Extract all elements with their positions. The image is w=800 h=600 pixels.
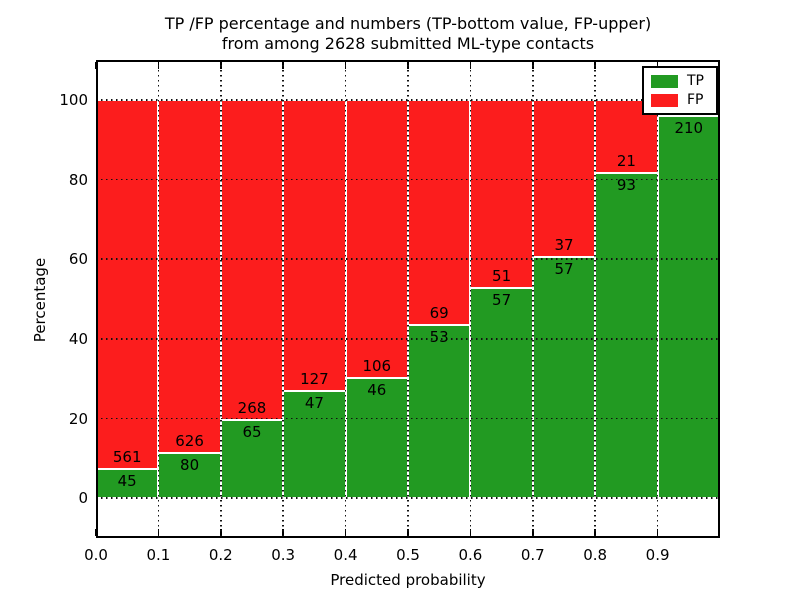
fp-bar-segment <box>532 99 596 257</box>
tp-bar-segment <box>408 325 471 499</box>
x-tick-label: 0.4 <box>333 546 358 564</box>
chart-title-line2: from among 2628 submitted ML-type contac… <box>221 34 595 53</box>
legend: TP FP <box>642 66 718 115</box>
tp-bar-segment <box>345 377 408 499</box>
tp-count-label: 210 <box>674 119 704 138</box>
fp-bar-segment <box>220 99 284 421</box>
vertical-gridline <box>282 60 284 538</box>
tp-count-label: 57 <box>554 259 574 278</box>
fp-count-label: 21 <box>616 152 636 171</box>
vertical-gridline <box>407 60 409 538</box>
fp-count-label: 37 <box>554 235 574 254</box>
tp-count-label: 45 <box>117 471 137 490</box>
fp-bar-segment <box>96 99 159 469</box>
y-tick-label: 40 <box>68 329 88 348</box>
tp-bar-segment <box>595 173 658 499</box>
tp-count-label: 53 <box>429 328 449 347</box>
fp-count-label: 127 <box>300 369 329 388</box>
y-tick-label: 100 <box>59 90 88 109</box>
y-tick-label: 20 <box>68 409 88 428</box>
y-tick-label: 80 <box>68 170 88 189</box>
tp-count-label: 57 <box>492 290 512 309</box>
tp-bar-segment <box>220 420 284 499</box>
fp-count-label: 626 <box>175 432 204 451</box>
vertical-gridline <box>656 60 659 538</box>
x-axis-label: Predicted probability <box>330 571 486 589</box>
x-tick-label: 0.9 <box>645 546 670 564</box>
x-tick-label: 0.3 <box>271 546 296 564</box>
fp-bar-segment <box>158 99 221 454</box>
tp-bar-segment <box>657 116 720 499</box>
fp-bar-segment <box>345 99 408 378</box>
chart-title-line1: TP /FP percentage and numbers (TP-bottom… <box>164 14 652 33</box>
tp-count-label: 93 <box>616 176 636 195</box>
y-tick-label: 0 <box>78 489 88 508</box>
x-tick-label: 0.6 <box>458 546 483 564</box>
x-tick-label: 0.7 <box>520 546 545 564</box>
fp-count-label: 51 <box>492 266 512 285</box>
fp-bar-segment <box>470 99 533 288</box>
legend-label-fp: FP <box>687 92 704 108</box>
fp-count-label: 69 <box>429 304 449 323</box>
vertical-gridline <box>594 60 596 538</box>
x-tick-label: 0.8 <box>583 546 608 564</box>
fp-count-label: 561 <box>112 447 142 466</box>
y-tick-label: 60 <box>68 250 88 269</box>
x-tick-mark-bottom <box>95 529 97 536</box>
fp-count-label: 106 <box>362 356 392 375</box>
x-tick-label: 0.0 <box>84 546 108 564</box>
vertical-gridline <box>220 60 222 538</box>
tp-count-label: 80 <box>180 456 200 475</box>
tp-bar-segment <box>470 287 533 499</box>
tp-bar-segment <box>532 256 596 499</box>
tp-count-label: 46 <box>367 380 387 399</box>
fp-bar-segment <box>408 99 471 326</box>
vertical-gridline <box>157 60 160 538</box>
tp-count-label: 47 <box>304 393 324 412</box>
legend-label-tp: TP <box>687 73 704 89</box>
legend-item-tp: TP <box>651 74 709 88</box>
x-tick-label: 0.1 <box>146 546 171 564</box>
legend-swatch-tp <box>651 74 678 88</box>
vertical-gridline <box>532 60 534 538</box>
vertical-gridline <box>469 60 472 538</box>
x-tick-label: 0.2 <box>208 546 233 564</box>
tp-bar-segment <box>96 468 159 499</box>
x-tick-label: 0.5 <box>396 546 420 564</box>
legend-swatch-fp <box>651 93 678 107</box>
tp-count-label: 65 <box>242 423 262 442</box>
vertical-gridline <box>344 60 347 538</box>
fp-count-label: 268 <box>237 399 267 418</box>
fp-bar-segment <box>283 99 346 391</box>
x-tick-mark-top <box>95 62 97 69</box>
legend-item-fp: FP <box>651 93 709 107</box>
